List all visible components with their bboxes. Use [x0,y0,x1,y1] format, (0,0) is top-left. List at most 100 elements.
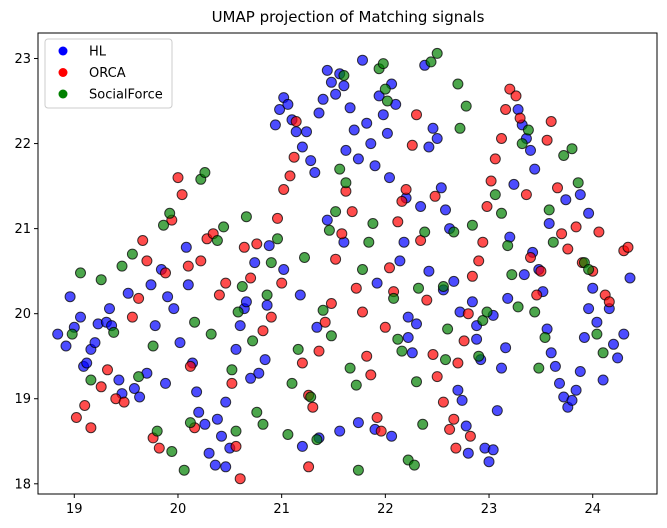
data-point [334,425,346,437]
data-point [491,405,503,417]
data-point [325,76,337,88]
data-point [220,461,232,473]
data-point [597,374,609,386]
data-point [282,98,294,110]
data-point [367,218,379,229]
data-point [471,333,483,345]
data-point [290,116,302,127]
data-point [384,262,395,274]
data-point [299,252,310,263]
data-point [365,138,377,150]
data-point [245,272,257,284]
data-point [425,56,437,68]
data-point [336,228,348,240]
data-point [191,386,203,398]
data-point [344,362,356,374]
data-point [437,281,449,292]
data-point [435,182,447,194]
chart-title: UMAP projection of Matching signals [212,8,485,26]
data-point [496,207,507,219]
data-point [450,442,462,454]
data-point [226,364,238,376]
data-point [381,95,393,107]
x-axis: 19 20 21 22 23 24 [66,494,601,517]
data-point [440,354,451,366]
data-point [350,379,362,391]
data-point [199,418,211,430]
data-point [622,241,634,253]
y-tick-label: 22 [14,137,31,152]
data-point [85,374,97,386]
data-point [547,236,559,248]
data-point [226,377,238,389]
data-point [496,133,507,144]
data-point [392,333,404,345]
data-point [249,257,261,269]
data-point [126,248,138,260]
data-point [558,150,570,161]
data-point [176,189,188,201]
data-point [570,221,582,233]
data-point [164,207,176,219]
data-point [448,275,460,287]
x-tick-label: 22 [377,502,394,517]
data-point [452,357,464,369]
data-point [269,119,281,131]
data-point [437,396,449,408]
data-point [75,311,86,323]
data-point [483,456,495,468]
data-point [431,133,443,144]
data-point [583,207,595,219]
data-point [464,430,476,442]
data-point [377,58,389,70]
data-point [344,102,356,114]
data-point [413,282,424,294]
data-point [182,260,194,272]
data-point [462,447,474,459]
data-point [411,109,422,121]
data-point [593,226,605,238]
data-point [392,216,404,228]
data-point [278,184,290,195]
data-point [296,141,308,153]
data-point [462,308,474,320]
data-point [334,163,346,175]
data-point [466,219,478,231]
data-point [245,372,257,384]
data-point [518,269,530,281]
data-point [317,304,329,316]
data-point [504,83,516,95]
data-point [554,377,565,389]
data-point [153,442,165,454]
data-point [406,139,418,151]
data-point [145,279,157,291]
data-point [95,274,107,286]
data-point [591,328,603,340]
data-point [265,257,277,269]
data-point [365,369,377,381]
data-point [247,335,259,347]
data-point [257,325,269,337]
data-point [379,83,391,95]
data-point [160,267,171,279]
data-point [178,464,190,476]
data-point [70,412,82,423]
data-point [520,189,532,201]
data-point [510,90,522,102]
legend-marker [58,89,68,99]
data-point [141,255,153,267]
data-point [440,204,451,216]
data-point [400,184,412,195]
data-point [259,354,271,366]
data-point [431,47,443,59]
data-point [402,332,414,343]
data-point [276,277,288,289]
data-point [442,323,454,335]
data-point [323,224,335,236]
data-point [583,264,595,275]
data-point [375,425,387,437]
data-point [560,194,572,206]
data-point [272,212,283,224]
data-point [363,236,375,248]
